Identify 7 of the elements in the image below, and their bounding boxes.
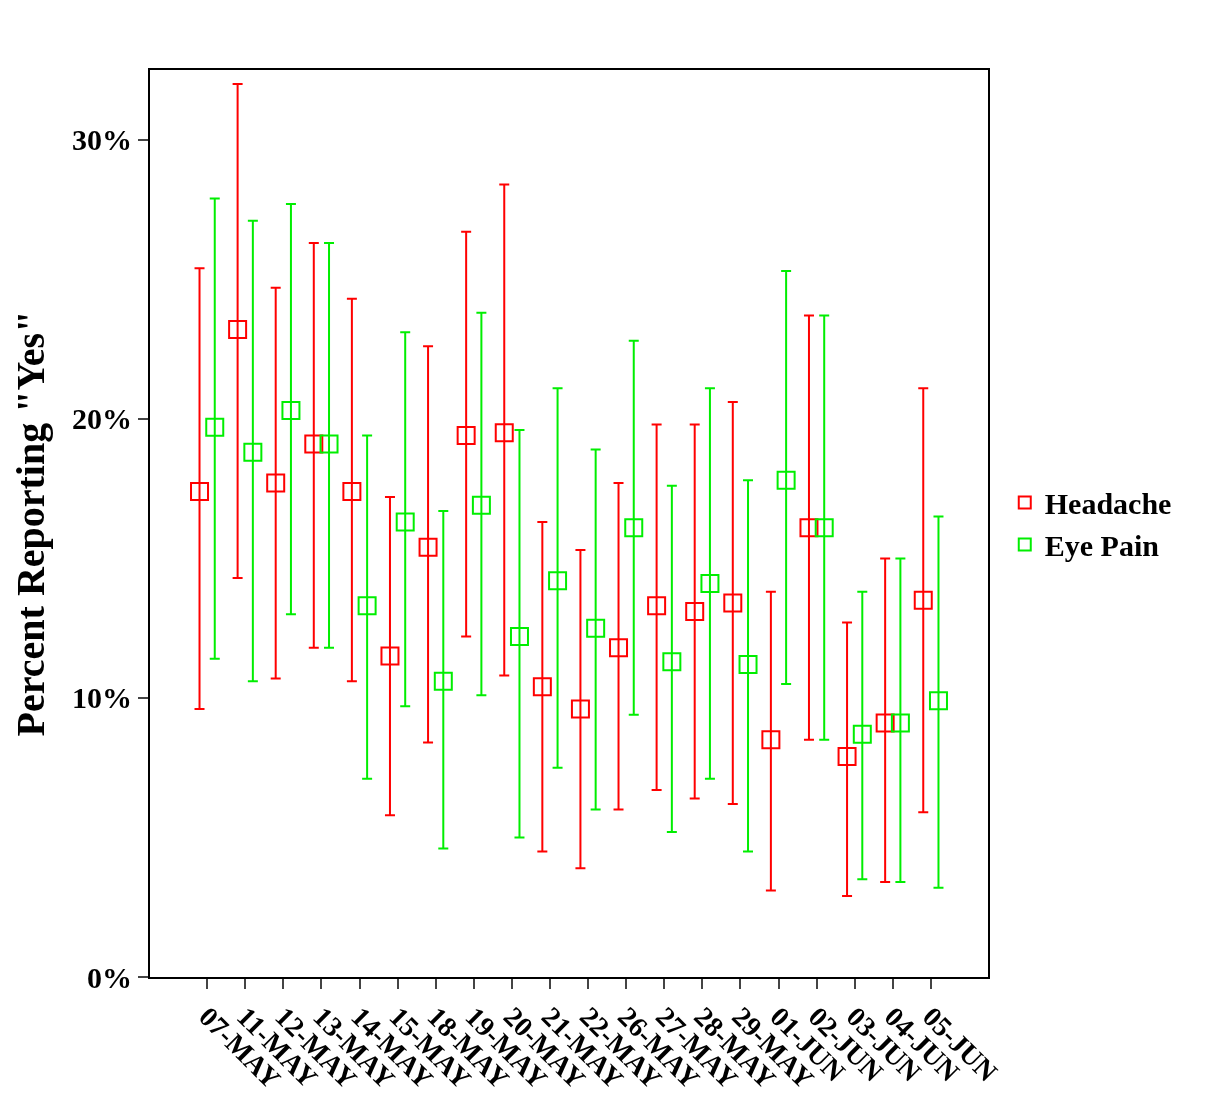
y-tick-label: 30% bbox=[72, 123, 132, 157]
y-tick-label: 0% bbox=[87, 960, 132, 994]
y-tick-label: 10% bbox=[72, 681, 132, 715]
y-tick-label: 20% bbox=[72, 402, 132, 436]
legend-label: Eye Pain bbox=[1044, 529, 1160, 563]
y-axis-title: Percent Reporting "Yes" bbox=[8, 310, 53, 737]
legend-label: Headache bbox=[1044, 487, 1172, 521]
